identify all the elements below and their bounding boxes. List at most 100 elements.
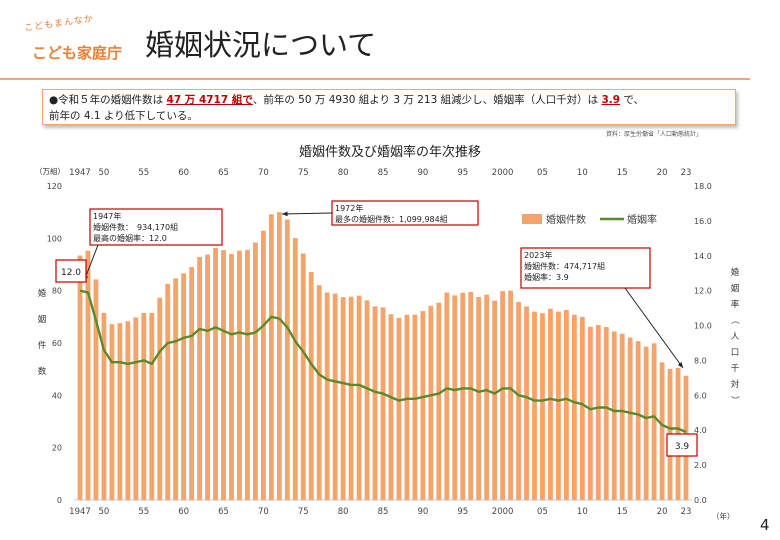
left-tick-label: 80 [52, 287, 62, 296]
bar-1957 [157, 297, 163, 500]
right-axis-label-char: 口 [731, 348, 740, 358]
bar-1992 [436, 302, 442, 500]
x-tick-label-top: 10 [577, 168, 588, 178]
summary-box: ●令和５年の婚姻件数は 47 万 4717 組で、前年の 50 万 4930 組… [42, 89, 736, 125]
annotation-1972-box [331, 200, 479, 226]
summary-highlight-marriages: 47 万 4717 組で [166, 94, 253, 106]
bar-1996 [468, 291, 474, 500]
bar-1950 [101, 312, 107, 500]
annotation-2023-line: 婚姻率：3.9 [524, 272, 569, 282]
x-tick-label-bottom: 10 [577, 507, 588, 517]
bar-1965 [221, 250, 226, 500]
bar-1986 [388, 314, 394, 500]
x-tick-label-bottom: 95 [457, 507, 468, 517]
annotation-1947-box [89, 208, 223, 246]
bar-2009 [571, 314, 577, 500]
bar-1969 [253, 242, 258, 500]
summary-highlight-rate: 3.9 [601, 94, 621, 106]
x-tick-label-bottom: 55 [138, 507, 149, 517]
bar-1985 [380, 307, 386, 500]
bar-2020 [659, 362, 665, 500]
right-axis-label-char: ） [729, 396, 740, 405]
x-tick-label-bottom: 65 [218, 507, 229, 517]
bar-1947 [77, 255, 83, 500]
x-tick-label-top: 90 [417, 168, 428, 178]
bar-1974 [292, 238, 298, 501]
x-tick-label-top: 60 [178, 168, 189, 178]
left-tick-label: 120 [47, 182, 62, 191]
bar-2001 [508, 290, 513, 500]
right-tick-label: 10.0 [694, 322, 712, 331]
bar-1964 [213, 248, 218, 500]
bar-1994 [452, 295, 458, 500]
bar-1972 [276, 212, 282, 500]
x-tick-label-top: 65 [218, 168, 229, 178]
bar-2018 [643, 346, 649, 500]
right-axis-label-char: 人 [731, 332, 740, 342]
left-tick-label: 0 [57, 496, 62, 505]
annotation-1947-line: 最高の婚姻率：12.0 [93, 233, 167, 243]
right-tick-label: 12.0 [694, 287, 712, 296]
x-tick-label-top: 85 [378, 168, 389, 178]
bar-2002 [516, 301, 521, 500]
bar-2016 [627, 337, 633, 500]
bar-2008 [564, 310, 569, 500]
right-tick-label: 0.0 [694, 496, 707, 505]
legend-label-bar: 婚姻件数 [546, 213, 586, 226]
x-tick-label-top: 50 [99, 168, 110, 178]
bar-1977 [316, 285, 322, 500]
bar-1979 [332, 293, 338, 500]
right-tick-label: 18.0 [694, 182, 712, 191]
x-tick-label-bottom: 1947 [69, 507, 91, 517]
x-tick-label-bottom: 23 [681, 507, 692, 517]
x-tick-label-bottom: 60 [178, 507, 189, 517]
bar-1997 [476, 296, 482, 500]
bar-2006 [548, 308, 553, 500]
annotation-2023-arrow [624, 287, 684, 369]
bar-2010 [579, 316, 585, 500]
left-axis-label-char: 姻 [38, 314, 47, 325]
bar-2017 [635, 341, 641, 500]
last-rate-box [666, 433, 698, 457]
x-tick-label-top: 55 [138, 168, 149, 178]
page-number: 4 [760, 516, 770, 534]
bar-1987 [396, 317, 402, 500]
right-axis-label-char: 率 [731, 299, 740, 310]
x-tick-label-bottom: 05 [537, 507, 548, 517]
annotation-1972-arrow [281, 212, 333, 215]
annotation-2023-box [520, 247, 651, 289]
bar-1982 [356, 295, 362, 500]
x-tick-label-bottom: 90 [417, 507, 428, 517]
annotation-2023-line: 婚姻件数：474,717組 [524, 261, 605, 271]
bar-2019 [651, 343, 657, 500]
annotation-1972-line: 1972年 [335, 203, 363, 213]
bar-1990 [420, 311, 426, 500]
bar-2013 [603, 327, 609, 500]
bar-1988 [404, 314, 410, 500]
bar-1954 [133, 317, 139, 500]
bar-1949 [93, 279, 99, 500]
right-tick-label: 2.0 [694, 461, 707, 470]
bar-1970 [261, 230, 266, 500]
x-tick-label-bottom: 20 [657, 507, 668, 517]
right-axis-label-char: 千 [731, 363, 740, 374]
page-title: 婚姻状況について [145, 28, 377, 62]
x-tick-label-top: 80 [338, 168, 349, 178]
x-tick-label-bottom: 2000 [492, 507, 514, 517]
x-tick-label-bottom: 15 [617, 507, 628, 517]
first-rate-label: 12.0 [61, 268, 81, 278]
left-tick-label: 100 [47, 234, 62, 243]
first-rate-box [55, 259, 87, 283]
x-tick-label-top: 20 [657, 168, 668, 178]
bar-1971 [268, 214, 274, 500]
bar-1978 [324, 292, 330, 500]
bar-1968 [245, 249, 250, 500]
bar-2007 [556, 311, 561, 500]
bar-1948 [85, 250, 91, 500]
right-axis-label-char: 対 [731, 379, 740, 390]
x-tick-label-top: 05 [537, 168, 548, 178]
x-tick-label-bottom: 75 [298, 507, 309, 517]
chart-title: 婚姻件数及び婚姻率の年次推移 [299, 144, 481, 160]
x-tick-label-bottom: 50 [99, 507, 110, 517]
bar-2014 [611, 331, 617, 500]
